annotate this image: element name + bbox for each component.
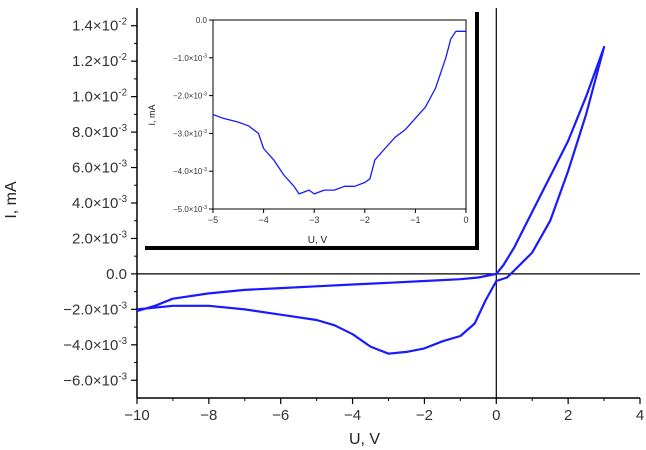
inset-x-tick-label: −1: [410, 215, 420, 225]
y-tick-label: 4.0×10-3: [72, 194, 127, 212]
inset-y-tick-label: −3.0×10-3: [173, 129, 207, 138]
inset-y-axis-title: I, mA: [147, 104, 157, 125]
inset-y-tick-label: −5.0×10-3: [173, 205, 207, 214]
inset-x-tick-label: −4: [258, 215, 268, 225]
y-tick-label: 1.4×10-2: [72, 17, 127, 35]
inset-x-tick-label: −5: [208, 215, 218, 225]
inset-y-tick-label: 0.0: [196, 16, 208, 25]
inset-y-tick-label: −4.0×10-3: [173, 167, 207, 176]
inset-y-tick-label: −2.0×10-3: [173, 91, 207, 100]
y-tick-label: 8.0×10-3: [72, 123, 127, 141]
inset-x-tick-label: 0: [463, 215, 468, 225]
y-tick-label: 2.0×10-3: [72, 229, 127, 247]
y-tick-label: 6.0×10-3: [72, 159, 127, 177]
y-tick-label: 0.0: [106, 266, 127, 283]
y-tick-label: 1.0×10-2: [72, 88, 127, 106]
y-tick-label: −4.0×10-3: [63, 336, 127, 354]
x-tick-label: 2: [564, 407, 572, 424]
inset-chart: −5 −4 −3 −2 −1 0 −5.0×10-3 −4.0×10-3 −3.0×10-3 −2…: [145, 12, 479, 250]
inset-x-tick-label: −2: [360, 215, 370, 225]
x-tick-label: −4: [344, 407, 361, 424]
x-tick-label: −8: [200, 407, 217, 424]
y-tick-label: −2.0×10-3: [63, 300, 127, 318]
y-tick-label: −6.0×10-3: [63, 371, 127, 389]
inset-series-line: [212, 30, 466, 195]
y-tick-label: 1.2×10-2: [72, 52, 127, 70]
main-chart: −10 −8 −6 −4 −2 0 2 4−6.0×10-3−4.0×10-3−2.0×10-…: [3, 8, 644, 448]
x-tick-label: 4: [636, 407, 644, 424]
inset-x-axis-title: U, V: [308, 235, 328, 246]
inset-x-tick-label: −3: [309, 215, 319, 225]
x-tick-label: −2: [416, 407, 433, 424]
inset-y-tick-label: −1.0×10-3: [173, 54, 207, 63]
x-tick-label: 0: [492, 407, 500, 424]
x-axis-title: U, V: [349, 431, 380, 448]
main-series-line: [136, 45, 606, 355]
y-axis-title: I, mA: [3, 181, 20, 219]
x-tick-label: −10: [124, 407, 149, 424]
x-tick-label: −6: [272, 407, 289, 424]
